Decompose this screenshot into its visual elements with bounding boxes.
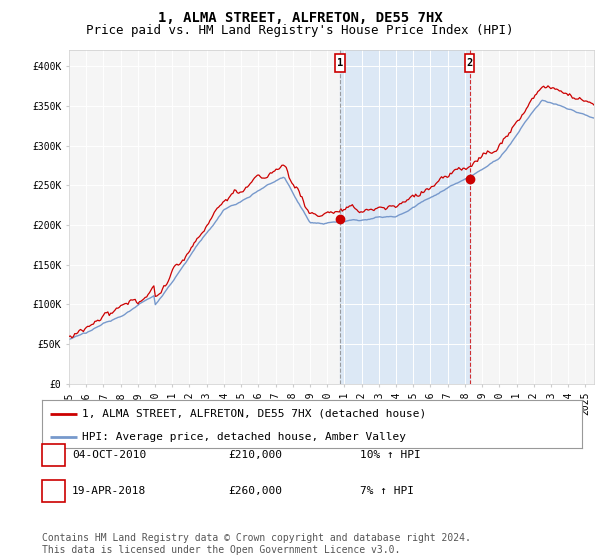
Text: 10% ↑ HPI: 10% ↑ HPI	[360, 450, 421, 460]
Text: 7% ↑ HPI: 7% ↑ HPI	[360, 486, 414, 496]
Text: 1, ALMA STREET, ALFRETON, DE55 7HX (detached house): 1, ALMA STREET, ALFRETON, DE55 7HX (deta…	[83, 409, 427, 419]
Text: 1, ALMA STREET, ALFRETON, DE55 7HX: 1, ALMA STREET, ALFRETON, DE55 7HX	[158, 11, 442, 25]
Text: HPI: Average price, detached house, Amber Valley: HPI: Average price, detached house, Ambe…	[83, 432, 407, 442]
Text: 2: 2	[467, 58, 473, 68]
Text: 1: 1	[337, 58, 343, 68]
FancyBboxPatch shape	[465, 54, 475, 72]
Text: Price paid vs. HM Land Registry's House Price Index (HPI): Price paid vs. HM Land Registry's House …	[86, 24, 514, 36]
Text: £260,000: £260,000	[228, 486, 282, 496]
Text: 2: 2	[50, 486, 57, 496]
Text: Contains HM Land Registry data © Crown copyright and database right 2024.
This d: Contains HM Land Registry data © Crown c…	[42, 533, 471, 555]
Text: 04-OCT-2010: 04-OCT-2010	[72, 450, 146, 460]
Text: 19-APR-2018: 19-APR-2018	[72, 486, 146, 496]
FancyBboxPatch shape	[335, 54, 345, 72]
Bar	[340, 50, 470, 384]
Text: 1: 1	[50, 450, 57, 460]
Text: £210,000: £210,000	[228, 450, 282, 460]
